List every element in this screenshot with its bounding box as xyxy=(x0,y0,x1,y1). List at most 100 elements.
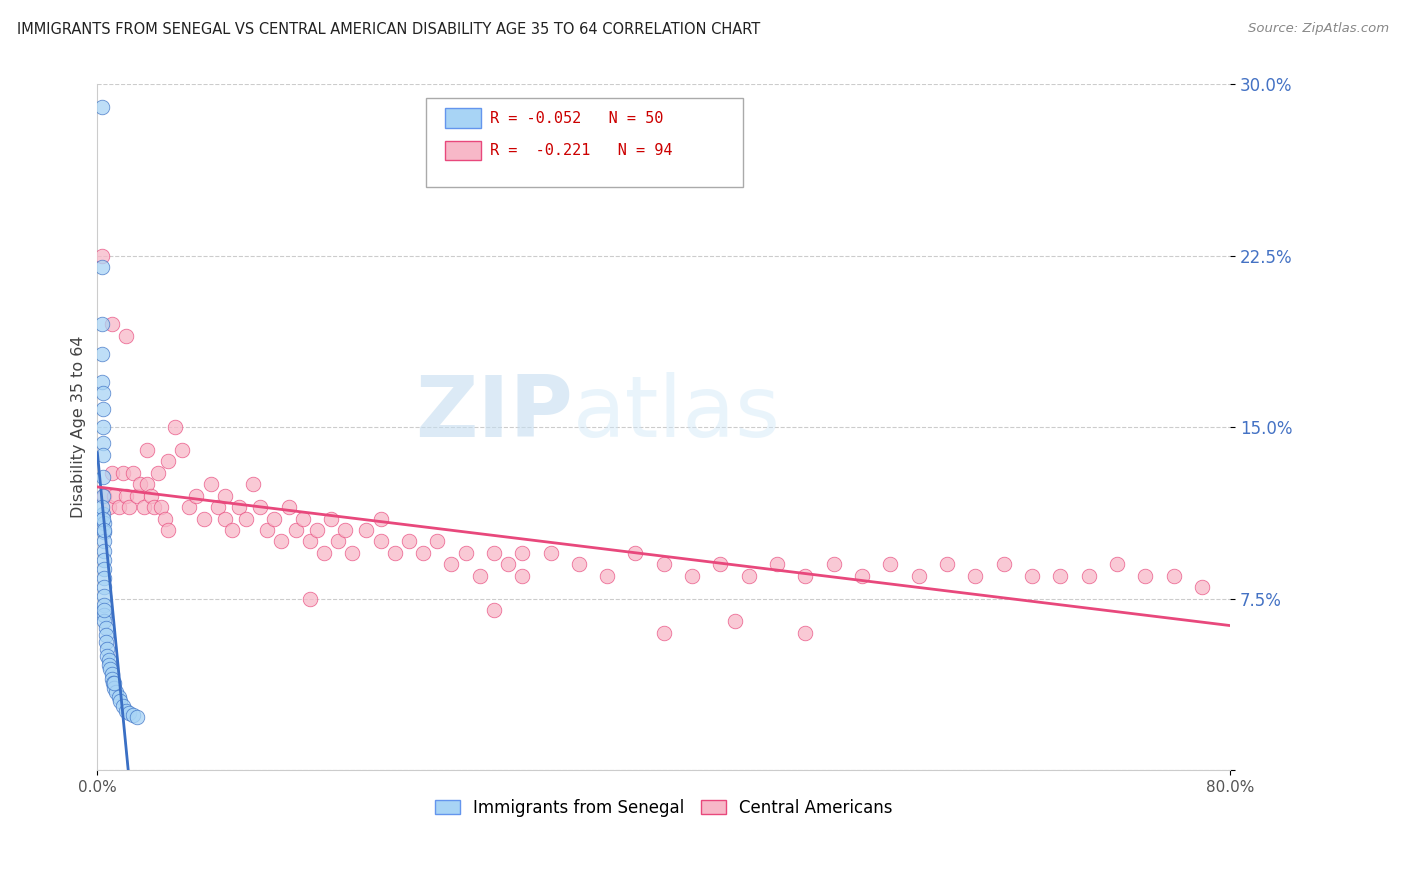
Point xyxy=(111,698,134,713)
Point xyxy=(326,534,349,549)
Point xyxy=(1021,568,1043,582)
Point xyxy=(108,694,131,708)
Point xyxy=(305,523,328,537)
Point xyxy=(165,420,187,434)
Point xyxy=(681,568,703,582)
Point xyxy=(155,511,177,525)
Point xyxy=(235,511,257,525)
Point xyxy=(114,704,136,718)
Point xyxy=(936,558,959,572)
Point xyxy=(90,249,112,263)
Point xyxy=(94,635,117,649)
Point xyxy=(333,523,356,537)
Point xyxy=(90,100,112,114)
Point xyxy=(907,568,929,582)
Point xyxy=(117,706,139,720)
Point xyxy=(90,500,112,515)
Point xyxy=(93,580,115,594)
Point xyxy=(135,477,157,491)
Text: R = -0.052   N = 50: R = -0.052 N = 50 xyxy=(491,111,664,126)
Point xyxy=(100,667,122,681)
Point xyxy=(624,546,647,560)
Point xyxy=(117,500,139,515)
Point xyxy=(132,500,155,515)
Point xyxy=(291,511,314,525)
Point xyxy=(412,546,434,560)
FancyBboxPatch shape xyxy=(446,109,481,128)
Point xyxy=(101,676,124,690)
Point xyxy=(568,558,591,572)
FancyBboxPatch shape xyxy=(426,98,744,187)
Point xyxy=(540,546,562,560)
Point xyxy=(93,516,115,531)
Point xyxy=(90,375,112,389)
Point xyxy=(228,500,250,515)
Legend: Immigrants from Senegal, Central Americans: Immigrants from Senegal, Central America… xyxy=(427,792,900,823)
Point xyxy=(91,436,114,450)
Point xyxy=(90,318,112,332)
Point xyxy=(150,500,173,515)
FancyBboxPatch shape xyxy=(446,141,481,160)
Text: Source: ZipAtlas.com: Source: ZipAtlas.com xyxy=(1249,22,1389,36)
Point xyxy=(103,676,125,690)
Point xyxy=(90,260,112,275)
Text: atlas: atlas xyxy=(574,372,782,455)
Point xyxy=(107,500,129,515)
Point xyxy=(143,500,166,515)
Text: ZIP: ZIP xyxy=(415,372,574,455)
Point xyxy=(121,708,143,723)
Point xyxy=(738,568,761,582)
Point xyxy=(426,534,449,549)
Point xyxy=(256,523,278,537)
Point xyxy=(141,489,163,503)
Point xyxy=(766,558,789,572)
Point xyxy=(103,489,125,503)
Point xyxy=(93,525,115,540)
Point xyxy=(398,534,420,549)
Point xyxy=(93,607,115,622)
Point xyxy=(128,477,150,491)
Point xyxy=(221,523,243,537)
Point xyxy=(91,448,114,462)
Point xyxy=(93,571,115,585)
Point xyxy=(851,568,873,582)
Point xyxy=(97,653,120,667)
Point xyxy=(91,401,114,416)
Point xyxy=(94,621,117,635)
Point xyxy=(242,477,264,491)
Point xyxy=(97,500,120,515)
Point xyxy=(510,568,533,582)
Point xyxy=(510,546,533,560)
Point xyxy=(104,685,127,699)
Point xyxy=(172,443,194,458)
Point xyxy=(723,615,745,629)
Point xyxy=(356,523,378,537)
Point xyxy=(114,328,136,343)
Point xyxy=(91,386,114,401)
Point xyxy=(91,507,114,521)
Y-axis label: Disability Age 35 to 64: Disability Age 35 to 64 xyxy=(72,336,86,518)
Point xyxy=(1135,568,1157,582)
Point xyxy=(100,672,122,686)
Point xyxy=(200,477,222,491)
Point xyxy=(90,347,112,361)
Point xyxy=(794,626,817,640)
Point xyxy=(93,599,115,613)
Point xyxy=(148,466,170,480)
Point xyxy=(454,546,477,560)
Point xyxy=(384,546,406,560)
Point xyxy=(121,466,143,480)
Point xyxy=(1163,568,1185,582)
Point xyxy=(93,534,115,549)
Point xyxy=(157,454,180,468)
Point xyxy=(468,568,491,582)
Point xyxy=(370,511,392,525)
Point xyxy=(596,568,619,582)
Point xyxy=(93,523,115,537)
Point xyxy=(91,489,114,503)
Point xyxy=(98,663,121,677)
Point xyxy=(965,568,987,582)
Point xyxy=(370,534,392,549)
Point xyxy=(270,534,292,549)
Point xyxy=(312,546,335,560)
